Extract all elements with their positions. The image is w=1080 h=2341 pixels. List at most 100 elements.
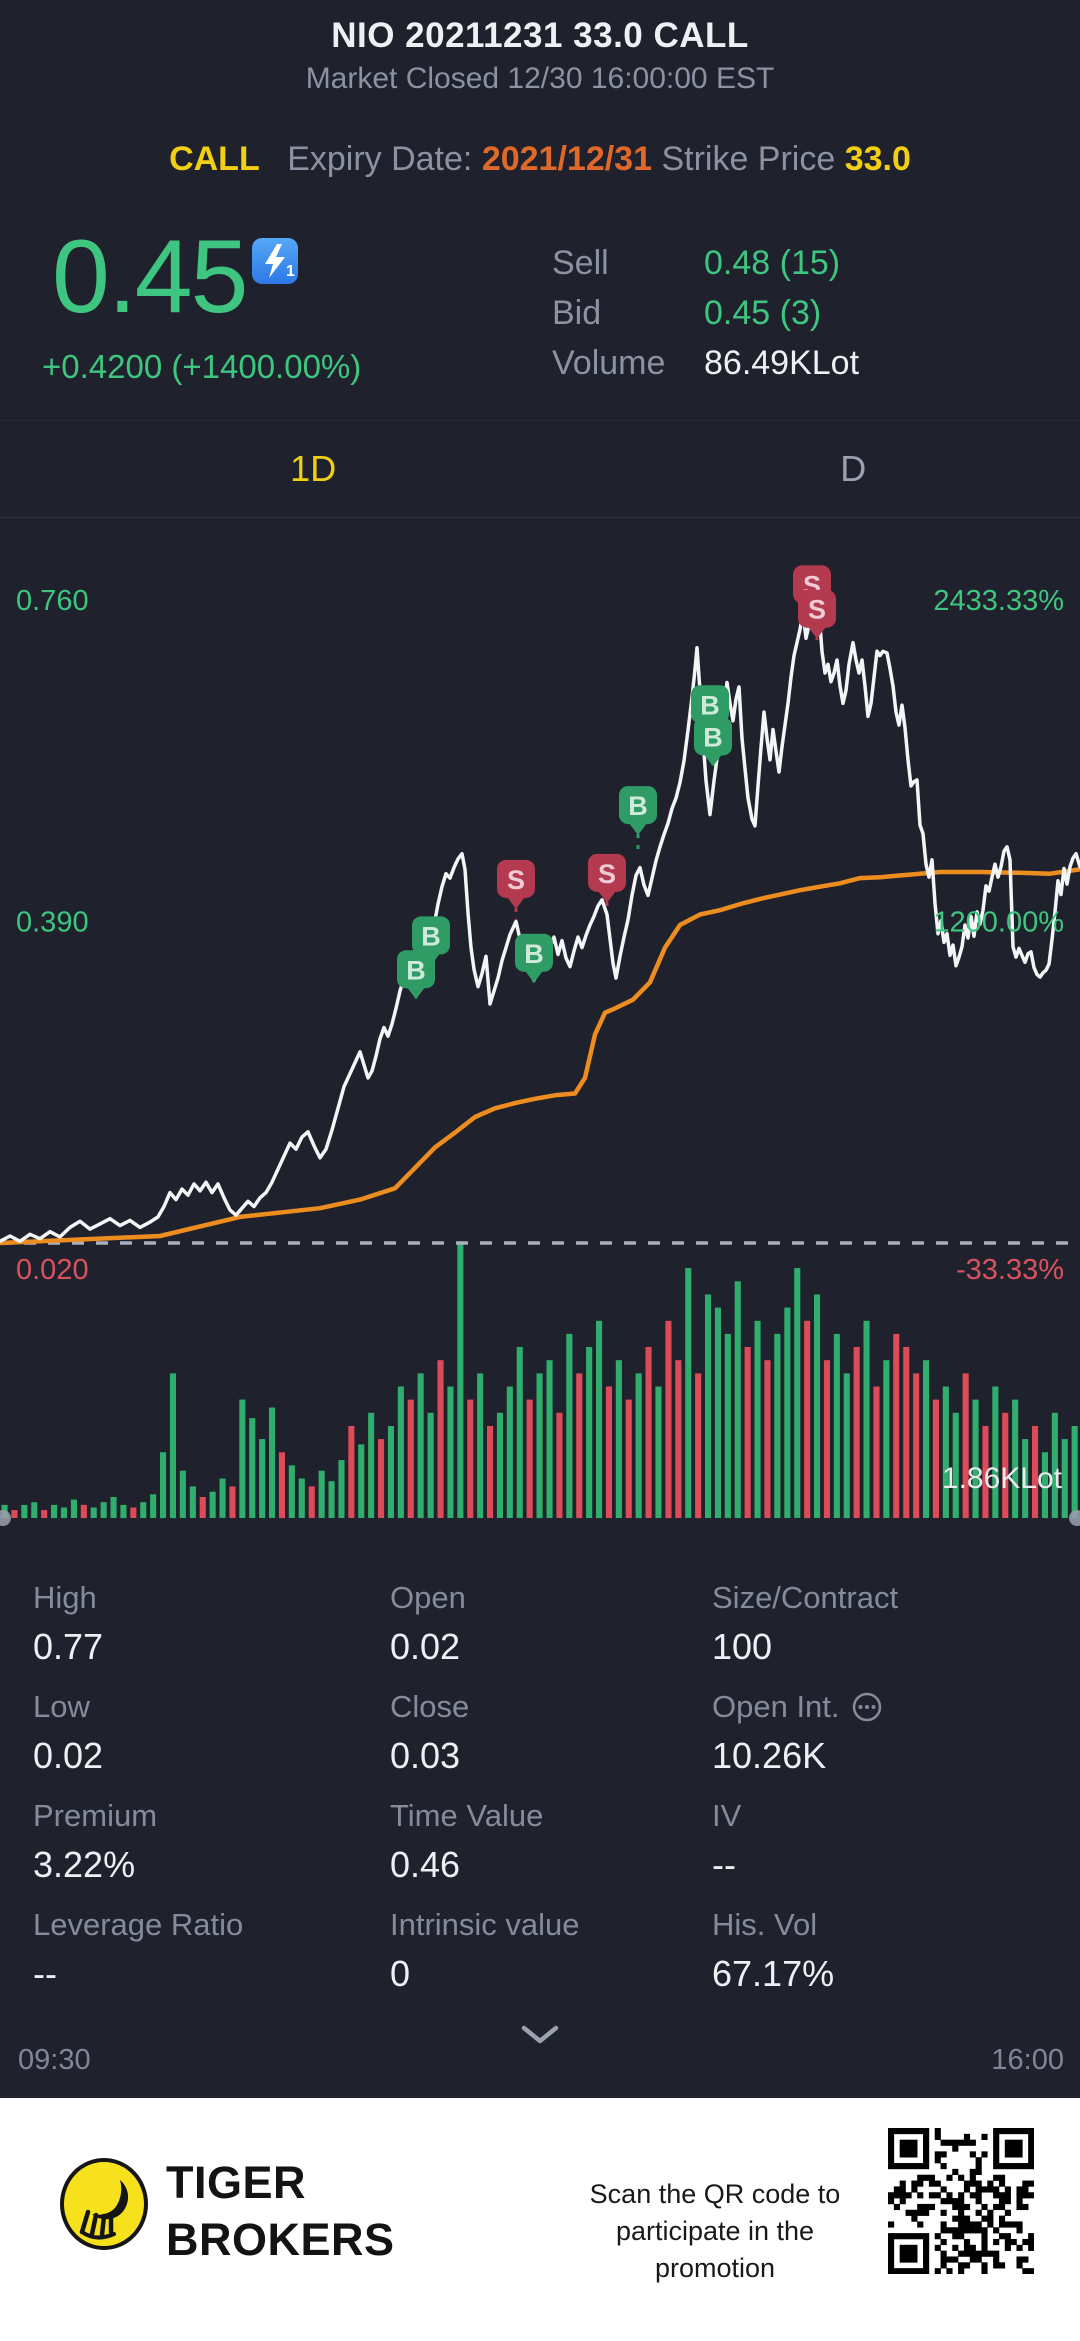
stat-value: 0.46 xyxy=(390,1844,461,1885)
marker-letter: S xyxy=(598,859,616,889)
scroll-handle-right[interactable] xyxy=(1069,1510,1080,1526)
stat-leverage-ratio: Leverage Ratio -- xyxy=(33,1907,390,2016)
promo-footer: TIGER BROKERS Scan the QR code to partic… xyxy=(0,2098,1080,2341)
stat-his-vol: His. Vol 67.17% xyxy=(712,1907,1047,2016)
promo-text: Scan the QR code to participate in the p… xyxy=(555,2176,875,2287)
marker-letter: B xyxy=(703,722,723,752)
marker-letter: B xyxy=(406,955,426,985)
volume-bar xyxy=(179,1470,186,1518)
ellipsis-circle-icon[interactable] xyxy=(850,1690,884,1724)
volume-bar xyxy=(764,1360,771,1518)
quote-row-bid: Bid 0.45 (3) xyxy=(552,288,859,338)
volume-bar xyxy=(853,1347,860,1518)
strike-label: Strike Price xyxy=(661,140,836,178)
volume-bar xyxy=(932,1399,939,1518)
buy-marker[interactable] xyxy=(412,916,450,955)
volume-bar xyxy=(496,1412,503,1518)
chevron-down-icon[interactable] xyxy=(500,2018,580,2057)
tab-1d[interactable]: 1D xyxy=(290,448,337,489)
y-axis-price-label: 0.020 xyxy=(16,1254,89,1286)
volume-bar xyxy=(615,1360,622,1518)
marker-letter: B xyxy=(628,791,648,821)
volume-bar xyxy=(1012,1399,1019,1518)
stat-low: Low 0.02 xyxy=(33,1689,390,1798)
sell-marker[interactable] xyxy=(588,853,626,892)
volume-bar xyxy=(814,1294,821,1518)
sell-marker[interactable] xyxy=(497,859,535,898)
y-axis-price-label: 0.760 xyxy=(16,585,89,617)
strike-value: 33.0 xyxy=(844,140,911,178)
period-tabbar: 1D D xyxy=(0,420,1080,518)
volume-bar xyxy=(11,1510,18,1518)
quote-row-value: 0.48 (15) xyxy=(704,244,841,282)
tiger-brokers-logo-icon xyxy=(58,2158,150,2255)
buy-marker[interactable] xyxy=(619,786,657,825)
volume-bar xyxy=(209,1491,216,1518)
volume-bar xyxy=(605,1386,612,1518)
buy-marker[interactable] xyxy=(515,933,553,972)
volume-bar xyxy=(566,1333,573,1518)
volume-bar xyxy=(169,1373,176,1519)
quote-row-label: Sell xyxy=(552,244,609,282)
volume-bar xyxy=(833,1333,840,1518)
volume-bar xyxy=(90,1507,97,1518)
promo-line2: participate in the promotion xyxy=(615,2216,815,2283)
volume-bar xyxy=(923,1360,930,1518)
volume-bar xyxy=(1061,1439,1068,1518)
volume-bar xyxy=(675,1360,682,1518)
volume-bar xyxy=(754,1320,761,1519)
stat-premium: Premium 3.22% xyxy=(33,1798,390,1907)
volume-bar xyxy=(903,1347,910,1518)
stat-value: 0.03 xyxy=(390,1735,461,1776)
volume-bar xyxy=(120,1504,127,1519)
volume-bar xyxy=(328,1481,335,1518)
volume-bar xyxy=(734,1281,741,1518)
tab-d[interactable]: D xyxy=(840,448,867,489)
price-line xyxy=(0,601,1080,1244)
quote-row-volume: Volume 86.49KLot xyxy=(552,338,859,388)
volume-bar xyxy=(784,1307,791,1518)
badge-count: 1 xyxy=(286,263,295,280)
volume-bar xyxy=(576,1373,583,1519)
scroll-handle-left[interactable] xyxy=(0,1510,11,1526)
stat-value: 10.26K xyxy=(712,1735,827,1776)
volume-bar xyxy=(31,1502,38,1518)
sell-marker[interactable] xyxy=(798,589,836,628)
stat-label: Size/Contract xyxy=(712,1580,899,1615)
volume-bar xyxy=(378,1439,385,1518)
lightning-quote-icon[interactable]: 1 xyxy=(252,238,298,284)
volume-bar xyxy=(477,1373,484,1519)
price-chart[interactable]: B B B S S B B B S S 0.760 0.390 0.020 2433.33% 1200.00… xyxy=(0,520,1080,2076)
buy-marker[interactable] xyxy=(397,950,435,989)
volume-bar xyxy=(1071,1426,1078,1518)
stat-open-int-: Open Int. 10.26K xyxy=(712,1689,1047,1798)
stat-label: Open Int. xyxy=(712,1689,840,1724)
volume-bar xyxy=(516,1347,523,1518)
volume-bar xyxy=(387,1426,394,1518)
volume-bar xyxy=(51,1504,58,1519)
volume-bar xyxy=(546,1360,553,1518)
volume-bar xyxy=(526,1399,533,1518)
volume-bar xyxy=(130,1507,137,1518)
stats-grid: High 0.77 Open 0.02 Size/Contract 100 Low 0.02 C… xyxy=(33,1580,1047,2016)
volume-bar xyxy=(368,1412,375,1518)
volume-bar xyxy=(1022,1439,1029,1518)
volume-bar xyxy=(823,1360,830,1518)
volume-bar xyxy=(199,1497,206,1518)
volume-bar xyxy=(804,1320,811,1519)
volume-bar xyxy=(794,1268,801,1518)
volume-bar xyxy=(269,1407,276,1518)
volume-bar xyxy=(982,1426,989,1518)
buy-marker[interactable] xyxy=(694,717,732,756)
volume-bar xyxy=(962,1373,969,1519)
stat-value: 0.02 xyxy=(33,1735,104,1776)
stat-label: His. Vol xyxy=(712,1907,818,1942)
buy-marker[interactable] xyxy=(691,685,729,724)
volume-bar xyxy=(338,1460,345,1518)
volume-bar xyxy=(913,1373,920,1519)
marker-tail xyxy=(704,754,722,767)
volume-bar xyxy=(705,1294,712,1518)
volume-bar xyxy=(655,1386,662,1518)
volume-bar xyxy=(972,1399,979,1518)
volume-bar xyxy=(397,1386,404,1518)
